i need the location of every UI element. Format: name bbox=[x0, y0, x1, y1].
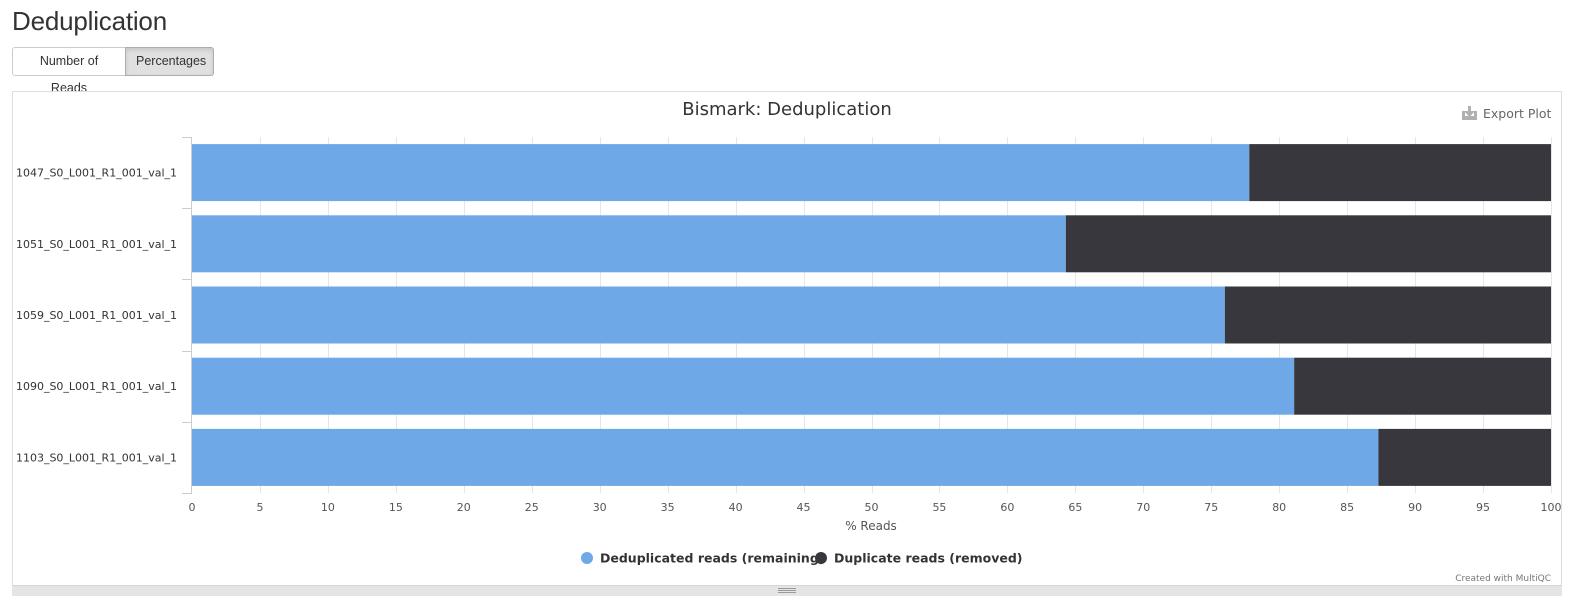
x-tick-label: 0 bbox=[189, 501, 196, 514]
x-tick-label: 100 bbox=[1541, 501, 1562, 514]
x-tick-label: 40 bbox=[729, 501, 743, 514]
download-icon bbox=[1462, 106, 1477, 120]
bar-duplicate[interactable] bbox=[1065, 215, 1551, 273]
x-tick-label: 30 bbox=[593, 501, 607, 514]
plot-type-toggle: Number of Reads Percentages bbox=[12, 47, 214, 95]
export-plot-button[interactable]: Export Plot bbox=[1462, 106, 1552, 121]
legend-label: Deduplicated reads (remaining) bbox=[600, 551, 824, 566]
x-tick-label: 95 bbox=[1476, 501, 1490, 514]
x-tick-label: 60 bbox=[1000, 501, 1014, 514]
x-tick-label: 20 bbox=[457, 501, 471, 514]
x-tick-label: 80 bbox=[1272, 501, 1286, 514]
bar-duplicate[interactable] bbox=[1249, 144, 1551, 202]
y-tick-label: 1051_S0_L001_R1_001_val_1 bbox=[16, 238, 177, 251]
x-tick-label: 55 bbox=[932, 501, 946, 514]
grip-icon bbox=[778, 588, 796, 594]
x-tick-label: 5 bbox=[256, 501, 263, 514]
x-tick-label: 90 bbox=[1408, 501, 1422, 514]
x-tick-label: 10 bbox=[321, 501, 335, 514]
x-tick-label: 25 bbox=[525, 501, 539, 514]
bars bbox=[192, 144, 1551, 486]
bar-deduplicated[interactable] bbox=[192, 428, 1379, 486]
bar-duplicate[interactable] bbox=[1224, 286, 1551, 344]
y-tick-label: 1047_S0_L001_R1_001_val_1 bbox=[16, 167, 177, 180]
bar-deduplicated[interactable] bbox=[192, 144, 1250, 202]
legend-item[interactable]: Duplicate reads (removed) bbox=[815, 551, 1023, 566]
legend: Deduplicated reads (remaining) Duplicate … bbox=[581, 551, 1023, 566]
legend-marker bbox=[581, 552, 593, 564]
percentages-button[interactable]: Percentages bbox=[125, 47, 214, 76]
x-tick-label: 35 bbox=[661, 501, 675, 514]
legend-label: Duplicate reads (removed) bbox=[834, 551, 1023, 566]
bar-duplicate[interactable] bbox=[1378, 428, 1551, 486]
export-plot-label: Export Plot bbox=[1483, 106, 1552, 121]
x-tick-label: 75 bbox=[1204, 501, 1218, 514]
bar-deduplicated[interactable] bbox=[192, 357, 1295, 415]
x-tick-label: 50 bbox=[865, 501, 879, 514]
x-tick-label: 15 bbox=[389, 501, 403, 514]
plot-resize-handle[interactable] bbox=[12, 585, 1562, 596]
x-axis-title: % Reads bbox=[845, 519, 897, 533]
page-title: Deduplication bbox=[12, 6, 167, 36]
x-tick-label: 85 bbox=[1340, 501, 1354, 514]
credit-text: Created with MultiQC bbox=[1455, 574, 1551, 584]
y-tick-label: 1059_S0_L001_R1_001_val_1 bbox=[16, 309, 177, 322]
x-tick-label: 45 bbox=[797, 501, 811, 514]
legend-item[interactable]: Deduplicated reads (remaining) bbox=[581, 551, 824, 566]
bar-deduplicated[interactable] bbox=[192, 215, 1066, 273]
chart-title: Bismark: Deduplication bbox=[682, 99, 892, 120]
legend-marker bbox=[815, 552, 827, 564]
bar-deduplicated[interactable] bbox=[192, 286, 1225, 344]
x-tick-label: 70 bbox=[1136, 501, 1150, 514]
axes: 0 5 10 15 20 25 30 35 40 45 50 55 60 65 70 75 80 85 90 95 10… bbox=[16, 137, 1562, 514]
y-tick-label: 1090_S0_L001_R1_001_val_1 bbox=[16, 380, 177, 393]
x-tick-label: 65 bbox=[1068, 501, 1082, 514]
bar-duplicate[interactable] bbox=[1294, 357, 1551, 415]
y-tick-label: 1103_S0_L001_R1_001_val_1 bbox=[16, 451, 177, 464]
